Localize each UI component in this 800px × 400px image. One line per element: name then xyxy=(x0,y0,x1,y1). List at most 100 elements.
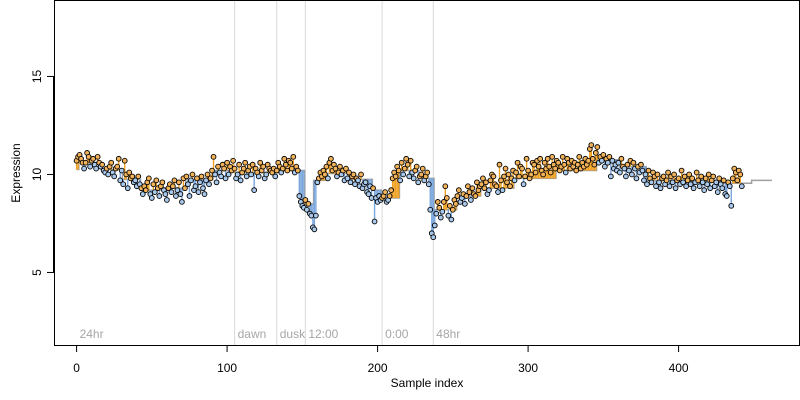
x-tick-label: 100 xyxy=(217,361,237,375)
data-point xyxy=(183,173,190,180)
data-point xyxy=(559,153,566,160)
data-point xyxy=(696,183,703,190)
data-point xyxy=(525,167,531,174)
data-point xyxy=(430,234,437,241)
data-point xyxy=(272,173,279,180)
data-point xyxy=(549,153,556,160)
data-point xyxy=(93,165,99,172)
data-point xyxy=(690,185,697,192)
data-point xyxy=(248,171,255,178)
data-point xyxy=(686,171,692,178)
data-point xyxy=(343,165,349,172)
data-point xyxy=(210,153,217,160)
data-point xyxy=(486,187,492,193)
data-point xyxy=(332,165,339,172)
data-point xyxy=(189,171,196,178)
data-point xyxy=(150,181,157,188)
data-point xyxy=(279,165,286,172)
data-point xyxy=(705,171,712,178)
data-point xyxy=(702,175,709,182)
data-point xyxy=(282,161,289,168)
data-point xyxy=(552,165,559,172)
data-point xyxy=(666,183,673,190)
x-tick-label: 200 xyxy=(368,361,388,375)
data-point xyxy=(654,171,661,178)
data-point xyxy=(656,179,662,186)
data-point xyxy=(287,159,294,166)
data-point xyxy=(419,165,426,172)
data-point xyxy=(562,169,569,176)
data-point xyxy=(589,155,596,162)
data-point xyxy=(215,163,221,170)
data-point xyxy=(407,157,414,164)
data-point xyxy=(680,179,686,186)
data-point xyxy=(404,161,411,168)
data-point xyxy=(716,175,723,182)
data-point xyxy=(294,167,301,174)
data-point xyxy=(698,173,705,180)
data-point xyxy=(623,173,629,180)
data-point xyxy=(454,193,461,199)
data-point xyxy=(90,155,96,162)
data-point xyxy=(82,159,89,166)
marker-lines xyxy=(234,1,434,345)
data-point xyxy=(456,187,462,193)
data-point xyxy=(313,212,319,219)
data-point xyxy=(605,159,611,166)
data-point xyxy=(734,177,741,184)
data-point xyxy=(719,185,726,192)
data-point xyxy=(406,173,413,180)
data-point xyxy=(398,159,405,166)
data-point xyxy=(413,163,420,170)
data-point xyxy=(695,177,702,184)
data-point xyxy=(370,185,376,192)
data-point xyxy=(671,171,677,178)
data-point xyxy=(537,155,543,162)
marker-annotations: 24hr dawn dusk 12:00 0:00 48hr xyxy=(80,327,461,341)
data-point xyxy=(629,171,635,178)
data-point xyxy=(573,167,580,174)
data-point xyxy=(474,179,480,186)
data-point xyxy=(350,171,357,178)
data-point xyxy=(657,185,664,192)
data-point xyxy=(251,187,258,193)
data-point xyxy=(170,183,176,190)
data-point xyxy=(382,189,388,195)
data-point xyxy=(704,181,711,188)
marker-label: dawn xyxy=(238,327,267,341)
data-point xyxy=(726,183,733,190)
data-point xyxy=(392,173,399,180)
data-point xyxy=(436,204,443,211)
marker-label: dusk xyxy=(280,327,306,341)
data-point xyxy=(588,142,595,148)
data-point xyxy=(689,175,695,182)
data-point xyxy=(737,171,744,178)
data-point xyxy=(403,155,410,162)
data-point xyxy=(540,171,546,178)
marker-label: 48hr xyxy=(436,327,460,341)
data-point xyxy=(463,193,470,199)
data-point xyxy=(723,193,730,199)
data-point xyxy=(200,185,206,192)
data-point xyxy=(621,165,628,172)
data-point xyxy=(290,153,297,160)
data-point xyxy=(427,206,434,213)
data-point xyxy=(541,159,548,166)
data-point xyxy=(263,171,270,178)
data-point xyxy=(325,175,331,182)
data-point xyxy=(598,157,605,164)
data-point xyxy=(346,169,352,176)
data-point xyxy=(431,222,438,229)
data-point xyxy=(425,181,432,188)
data-point xyxy=(591,161,598,168)
data-point xyxy=(204,171,211,178)
data-point xyxy=(209,167,215,174)
data-point xyxy=(606,153,613,160)
data-point xyxy=(213,179,220,186)
data-point xyxy=(687,181,694,188)
data-point xyxy=(117,177,124,184)
data-point xyxy=(675,175,682,182)
data-point xyxy=(443,195,450,201)
data-point xyxy=(207,175,214,182)
data-point xyxy=(126,169,133,176)
